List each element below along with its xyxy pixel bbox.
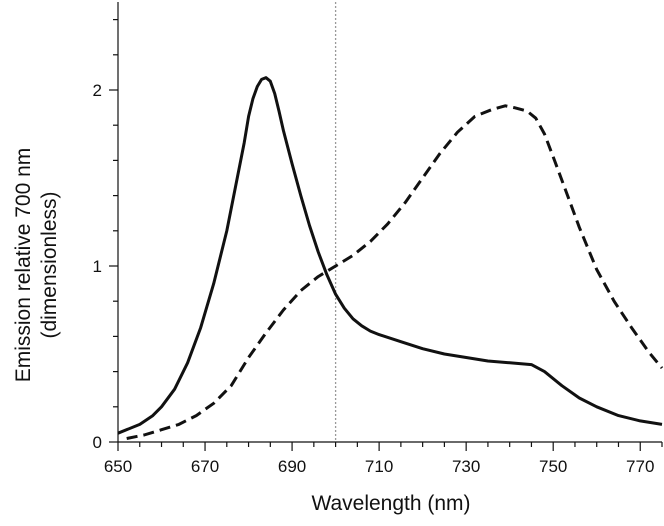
x-tick-label: 710 (365, 457, 393, 476)
y-tick-label: 2 (93, 81, 102, 100)
y-tick-label: 1 (93, 257, 102, 276)
x-tick-label: 690 (278, 457, 306, 476)
axes: 650 670 690 710 730 750 770 0 1 2 (93, 2, 663, 476)
plot-area (117, 2, 664, 442)
x-tick-label: 770 (626, 457, 654, 476)
x-tick-label: 650 (104, 457, 132, 476)
series-solid-line (117, 76, 663, 435)
y-axis-title-line2: (dimensionless) (38, 191, 61, 338)
y-axis-title-line1: Emission relative 700 nm (12, 148, 35, 383)
x-tick-label: 750 (539, 457, 567, 476)
x-tick-label: 730 (452, 457, 480, 476)
y-tick-label: 0 (93, 433, 102, 452)
x-tick-label: 670 (191, 457, 219, 476)
series-dashed-line (126, 104, 664, 440)
x-axis-title: Wavelength (nm) (311, 492, 470, 515)
